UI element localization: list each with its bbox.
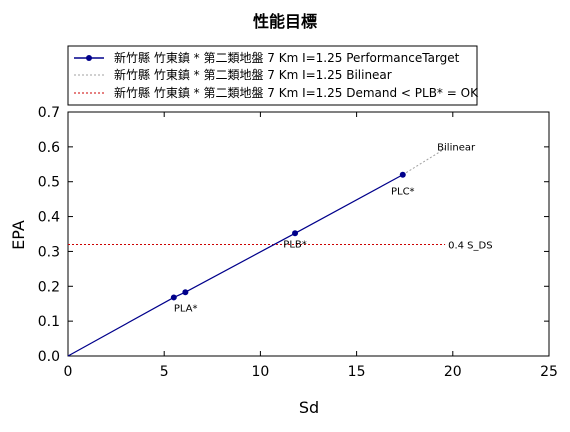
axes: 0 5 10 15 20 25 0.0 0.1 0.2 0.3 0.4 0.5 0.6 0.7 [38,105,558,380]
annotation-label: Bilinear [437,143,476,154]
x-tick-label: 5 [160,364,169,380]
annotation-label: PLB* [283,239,306,250]
legend-marker-performance [86,55,92,61]
x-tick-label: 0 [64,364,73,380]
y-tick-label: 0.5 [38,175,60,191]
series-group [67,148,446,357]
x-axis-title: Sd [299,398,319,417]
legend-label-bilinear: 新竹縣 竹東鎮 * 第二類地盤 7 Km I=1.25 Bilinear [114,67,392,82]
legend: 新竹縣 竹東鎮 * 第二類地盤 7 Km I=1.25 PerformanceT… [67,45,479,106]
x-tick-label: 15 [348,364,366,380]
data-point [170,294,177,301]
y-tick-label: 0.3 [38,244,60,260]
data-point [292,230,299,237]
y-axis-title: EPA [9,220,28,250]
y-tick-label: 0.4 [38,210,60,226]
data-point [182,289,189,296]
y-tick-label: 0.6 [38,140,60,156]
series-performance-line [67,174,404,357]
plot-area [67,111,550,357]
series-bilinear-line [402,148,446,176]
annotation-label: 0.4 S_DS [448,240,492,251]
y-tick-label: 0.7 [38,105,60,121]
chart-title: 性能目標 [253,12,317,31]
data-point [399,171,406,178]
y-tick-label: 0.2 [38,279,60,295]
x-tick-label: 25 [540,364,558,380]
x-tick-label: 20 [444,364,462,380]
annotation-label: PLC* [391,187,415,198]
y-tick-label: 0.0 [38,349,60,365]
annotation-label: PLA* [174,303,198,314]
legend-box [67,45,478,106]
legend-label-demand: 新竹縣 竹東鎮 * 第二類地盤 7 Km I=1.25 Demand < PLB… [114,85,479,100]
x-tick-label: 10 [251,364,269,380]
y-tick-label: 0.1 [38,314,60,330]
legend-label-performance: 新竹縣 竹東鎮 * 第二類地盤 7 Km I=1.25 PerformanceT… [114,50,460,65]
annotations: PLA* PLB* PLC* Bilinear 0.4 S_DS [174,143,493,315]
